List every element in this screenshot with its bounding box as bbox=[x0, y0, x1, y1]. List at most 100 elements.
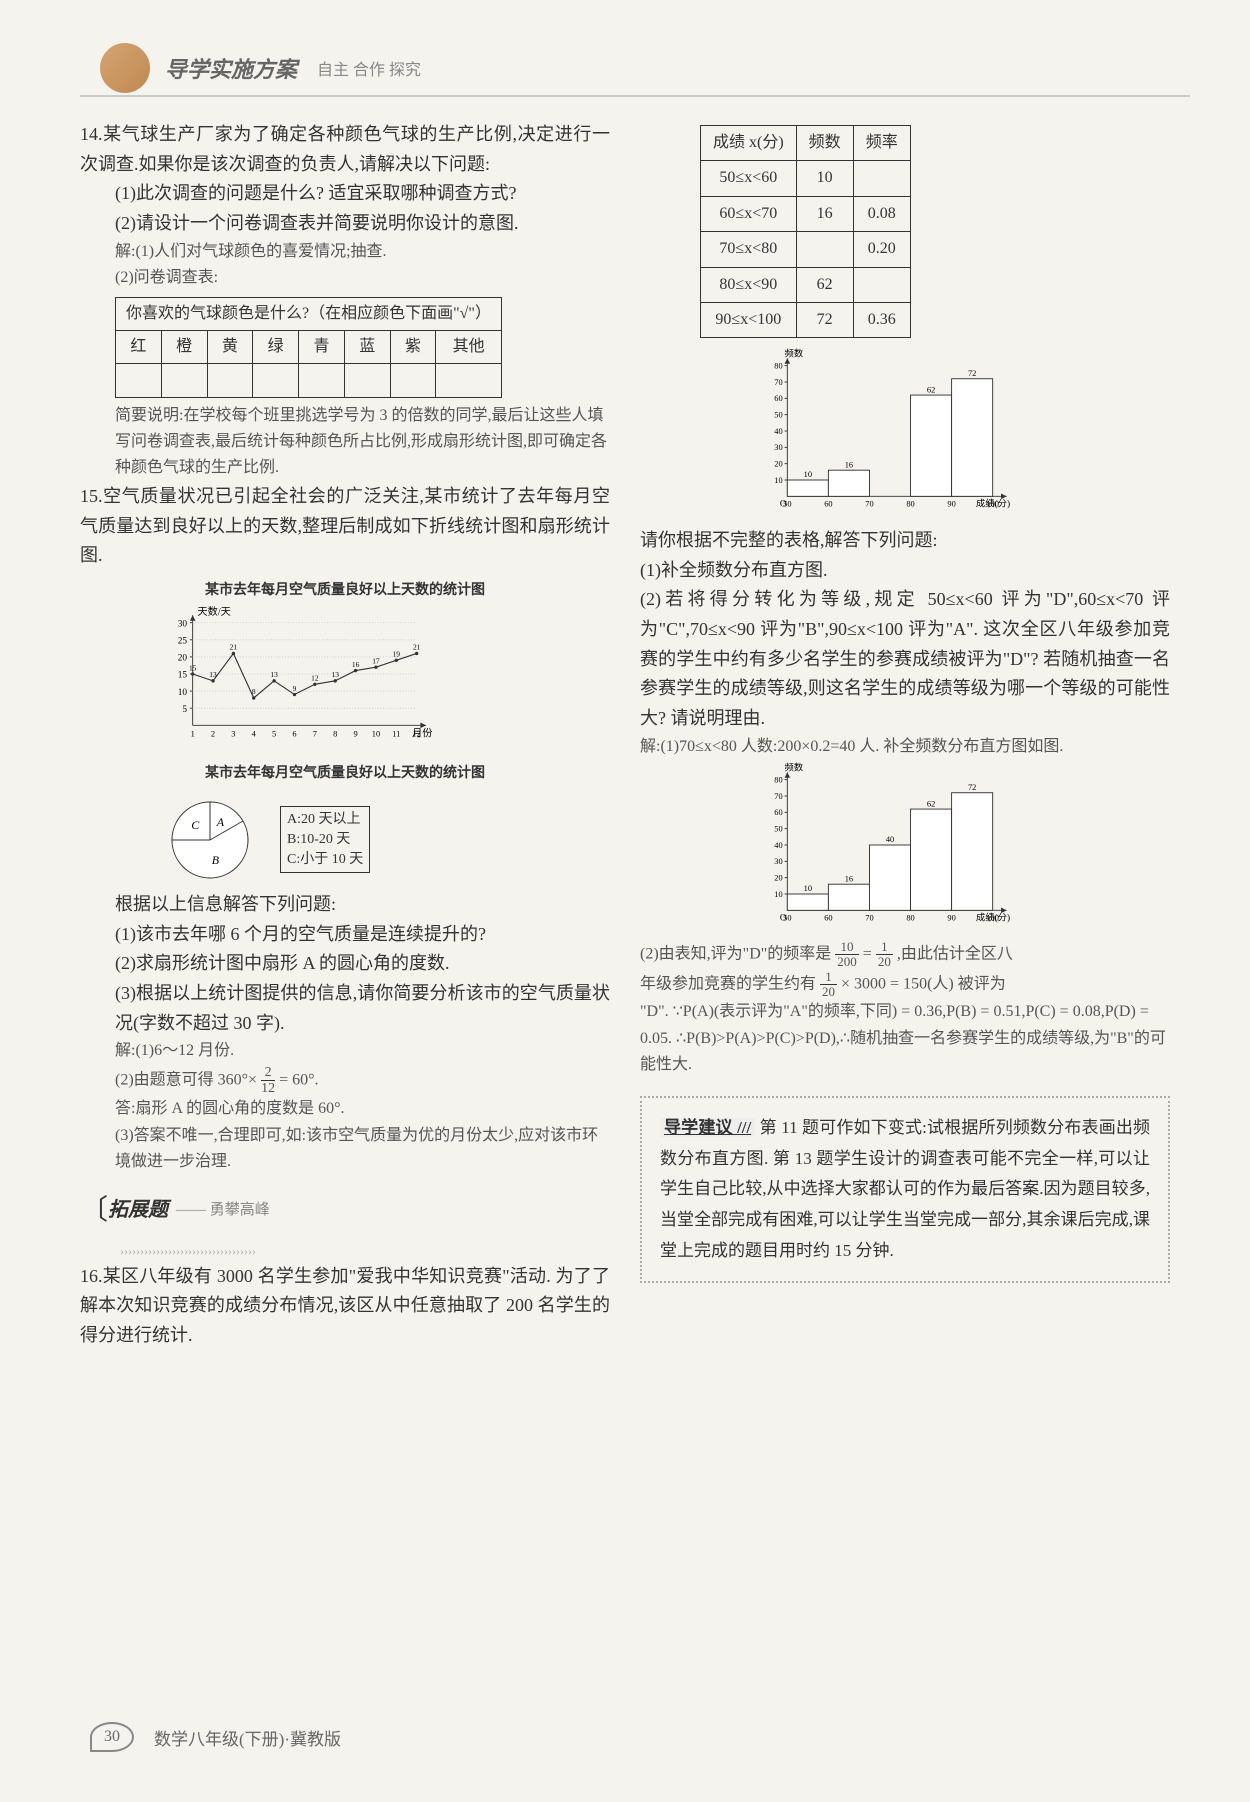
header-mascot-icon bbox=[100, 43, 150, 93]
f1d: 200 bbox=[835, 954, 859, 969]
right-root-q: 请你根据不完整的表格,解答下列问题: bbox=[640, 526, 1170, 556]
problem-15: 15.空气质量状况已引起全社会的广泛关注,某市统计了去年每月空气质量达到良好以上… bbox=[80, 482, 610, 1176]
svg-text:90: 90 bbox=[947, 500, 955, 509]
ans2-text-a: (2)由题意可得 360°× bbox=[115, 1071, 257, 1088]
svg-text:90: 90 bbox=[947, 914, 955, 923]
problem-15-q3: (3)根据以上统计图提供的信息,请你简要分析该市的空气质量状况(字数不超过 30… bbox=[80, 979, 610, 1038]
svg-text:70: 70 bbox=[774, 378, 782, 387]
color-cell: 红 bbox=[116, 330, 162, 363]
freq-header-cell: 频数 bbox=[796, 126, 853, 161]
freq-cell: 60≤x<70 bbox=[701, 196, 797, 231]
svg-text:72: 72 bbox=[968, 369, 976, 378]
svg-text:1: 1 bbox=[191, 730, 195, 739]
problem-15-root: 根据以上信息解答下列问题: bbox=[80, 890, 610, 920]
svg-text:B: B bbox=[212, 853, 220, 867]
footer-text: 数学八年级(下册)·冀教版 bbox=[154, 1725, 341, 1750]
freq-cell: 50≤x<60 bbox=[701, 161, 797, 196]
svg-text:80: 80 bbox=[774, 776, 782, 785]
pie-legend-item: B:10-20 天 bbox=[287, 830, 363, 850]
right-column: 成绩 x(分)频数频率50≤x<6010 60≤x<70160.0870≤x<8… bbox=[640, 120, 1170, 1351]
page-footer: 30 数学八年级(下册)·冀教版 bbox=[90, 1722, 341, 1752]
svg-text:72: 72 bbox=[968, 783, 976, 792]
problem-14: 14.某气球生产厂家为了确定各种颜色气球的生产比例,决定进行一次调查.如果你是该… bbox=[80, 120, 610, 482]
freq-cell: 0.08 bbox=[853, 196, 910, 231]
svg-text:15: 15 bbox=[189, 663, 197, 672]
problem-15-ans3: (3)答案不唯一,合理即可,如:该市空气质量为优的月份太少,应对该市环境做进一步… bbox=[80, 1123, 610, 1176]
svg-text:60: 60 bbox=[824, 500, 832, 509]
color-blank-cell bbox=[161, 364, 207, 397]
content-columns: 14.某气球生产厂家为了确定各种颜色气球的生产比例,决定进行一次调查.如果你是该… bbox=[0, 100, 1250, 1351]
problem-16-text: 某区八年级有 3000 名学生参加"爱我中华知识竞赛"活动. 为了了解本次知识竞… bbox=[80, 1266, 610, 1345]
pie-legend: A:20 天以上B:10-20 天C:小于 10 天 bbox=[280, 806, 370, 873]
bracket-icon: 〔 bbox=[80, 1188, 108, 1234]
color-blank-cell bbox=[253, 364, 299, 397]
color-cell: 其他 bbox=[436, 330, 502, 363]
pie-legend-item: C:小于 10 天 bbox=[287, 850, 363, 870]
page-number: 30 bbox=[90, 1722, 134, 1752]
pie-chart-title: 某市去年每月空气质量良好以上天数的统计图 bbox=[80, 762, 610, 785]
histogram-2: 10203040506070805060708090100频数成绩(分)1016… bbox=[750, 760, 1030, 930]
svg-text:50: 50 bbox=[774, 825, 782, 834]
svg-text:60: 60 bbox=[774, 808, 782, 817]
ans2-text-b: = 60°. bbox=[279, 1071, 318, 1088]
svg-text:4: 4 bbox=[252, 730, 257, 739]
line-chart: 51015202530123456789101112天数/天月份15132181… bbox=[160, 604, 440, 744]
freq-cell: 16 bbox=[796, 196, 853, 231]
svg-text:20: 20 bbox=[774, 460, 782, 469]
eq: = bbox=[863, 945, 876, 962]
header-divider bbox=[80, 95, 1190, 97]
advice-box: 导学建议 /// 第 11 题可作如下变式:试根据所列频数分布表画出频数分布直方… bbox=[640, 1096, 1170, 1283]
right-q2: (2)若将得分转化为等级,规定 50≤x<60 评为"D",60≤x<70 评为… bbox=[640, 585, 1170, 733]
problem-16: 16.某区八年级有 3000 名学生参加"爱我中华知识竞赛"活动. 为了了解本次… bbox=[80, 1262, 610, 1351]
ans2-frac-num: 2 bbox=[265, 1065, 272, 1080]
problem-15-ans1: 解:(1)6～12 月份. bbox=[80, 1038, 610, 1064]
problem-15-q2: (2)求扇形统计图中扇形 A 的圆心角的度数. bbox=[80, 949, 610, 979]
color-cell: 蓝 bbox=[344, 330, 390, 363]
f3n: 1 bbox=[825, 969, 832, 984]
ans2d: × 3000 = 150(人) 被评为 bbox=[841, 975, 1006, 992]
svg-text:15: 15 bbox=[178, 671, 188, 681]
svg-text:20: 20 bbox=[178, 654, 188, 664]
page-header: 导学实施方案 自主 合作 探究 bbox=[0, 0, 1250, 100]
section-sub: —— 勇攀高峰 bbox=[176, 1198, 270, 1223]
svg-text:成绩(分): 成绩(分) bbox=[976, 912, 1010, 924]
freq-cell: 0.36 bbox=[853, 302, 910, 337]
color-blank-cell bbox=[116, 364, 162, 397]
svg-text:11: 11 bbox=[392, 730, 400, 739]
svg-text:6: 6 bbox=[292, 730, 296, 739]
ans2a: (2)由表知,评为"D"的频率是 bbox=[640, 945, 835, 962]
svg-text:70: 70 bbox=[865, 500, 873, 509]
histogram-1: 10203040506070805060708090100频数成绩(分)1016… bbox=[750, 346, 1030, 516]
freq-cell: 0.20 bbox=[853, 232, 910, 267]
svg-text:40: 40 bbox=[774, 427, 782, 436]
svg-text:9: 9 bbox=[293, 684, 297, 693]
svg-text:2: 2 bbox=[211, 730, 215, 739]
problem-14-ans1: 解:(1)人们对气球颜色的喜爱情况;抽查. bbox=[80, 239, 610, 265]
f3d: 20 bbox=[820, 984, 837, 999]
freq-cell: 72 bbox=[796, 302, 853, 337]
svg-text:O: O bbox=[780, 914, 787, 924]
freq-cell: 70≤x<80 bbox=[701, 232, 797, 267]
svg-text:20: 20 bbox=[774, 874, 782, 883]
freq-cell bbox=[796, 232, 853, 267]
ans2b: ,由此估计全区八 bbox=[897, 945, 1013, 962]
header-title: 导学实施方案 bbox=[165, 52, 297, 84]
problem-14-q1: (1)此次调查的问题是什么? 适宜采取哪种调查方式? bbox=[80, 179, 610, 209]
svg-text:月份: 月份 bbox=[412, 728, 433, 740]
section-extension: 〔 拓展题 —— 勇攀高峰 bbox=[80, 1188, 610, 1234]
pie-chart-row: ABC A:20 天以上B:10-20 天C:小于 10 天 bbox=[160, 790, 610, 890]
svg-text:7: 7 bbox=[313, 730, 317, 739]
f1n: 10 bbox=[841, 939, 854, 954]
problem-15-ans2: (2)由题意可得 360°× 2 12 = 60°. bbox=[80, 1065, 610, 1097]
freq-cell: 90≤x<100 bbox=[701, 302, 797, 337]
right-ans1: 解:(1)70≤x<80 人数:200×0.2=40 人. 补全频数分布直方图如… bbox=[640, 734, 1170, 760]
svg-text:19: 19 bbox=[393, 650, 401, 659]
svg-text:60: 60 bbox=[824, 914, 832, 923]
color-blank-cell bbox=[436, 364, 502, 397]
right-ans2-line3: "D". ∵P(A)(表示评为"A"的频率,下同) = 0.36,P(B) = … bbox=[640, 999, 1170, 1078]
svg-text:频数: 频数 bbox=[785, 348, 804, 360]
color-cell: 紫 bbox=[390, 330, 436, 363]
ans2-frac-den: 12 bbox=[261, 1080, 275, 1096]
svg-text:80: 80 bbox=[906, 914, 914, 923]
left-column: 14.某气球生产厂家为了确定各种颜色气球的生产比例,决定进行一次调查.如果你是该… bbox=[80, 120, 610, 1351]
